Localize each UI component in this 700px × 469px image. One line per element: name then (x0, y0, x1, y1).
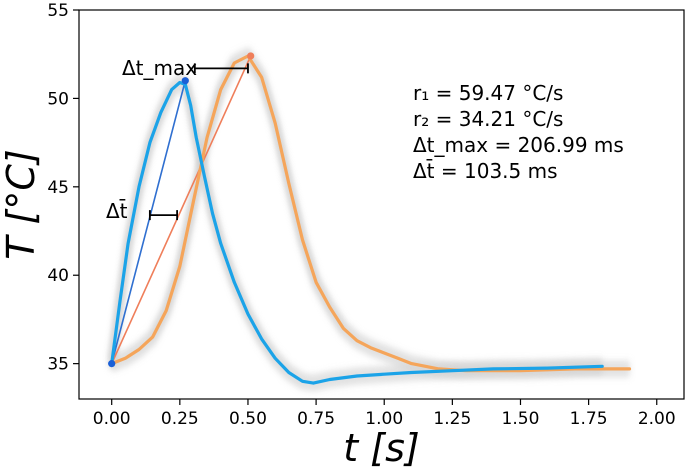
x-tick-label: 0.50 (229, 409, 267, 429)
dt-bar-value-annotation: Δt̄ = 103.5 ms (413, 158, 558, 183)
x-tick-label: 1.75 (570, 409, 608, 429)
series-lines (110, 54, 632, 385)
x-tick-label: 1.00 (365, 409, 403, 429)
axes (78, 9, 685, 400)
r2-annotation: r₂ = 34.21 °C/s (413, 107, 563, 131)
blue-start (108, 360, 116, 368)
x-tick-label: 2.00 (638, 409, 676, 429)
x-tick-label: 1.25 (433, 409, 471, 429)
band-blue-4 (108, 85, 603, 393)
y-tick-label: 55 (47, 1, 69, 21)
x-tick-label: 1.50 (502, 409, 540, 429)
r1-annotation: r₁ = 59.47 °C/s (413, 81, 563, 105)
dt-max-value-annotation: Δt_max = 206.99 ms (413, 133, 624, 157)
dt-max-label: Δt_max (122, 56, 197, 80)
y-tick-label: 40 (47, 266, 69, 286)
blue-slope-line (110, 80, 187, 364)
interval-brackets (148, 63, 249, 221)
blue-peak (181, 77, 189, 85)
x-ticks: 0.00 0.25 0.50 0.75 1.00 1.25 1.50 1.75 2.00 (93, 399, 676, 429)
x-tick-label: 0.00 (93, 409, 131, 429)
plot-frame (78, 9, 685, 400)
series-blue (110, 80, 604, 385)
key-points (108, 52, 255, 368)
y-tick-label: 35 (47, 355, 69, 375)
dt-bar-label: Δt̄ (106, 198, 128, 223)
slope-lines (110, 55, 252, 364)
y-tick-label: 50 (47, 89, 69, 109)
orange-peak (247, 52, 255, 60)
y-ticks: 35 40 45 50 55 (47, 1, 79, 375)
x-axis-label: t [s] (343, 426, 419, 469)
series-orange (110, 54, 632, 373)
y-tick-label: 45 (47, 178, 69, 198)
orange-slope-line (110, 55, 252, 364)
x-tick-label: 0.75 (297, 409, 335, 429)
y-axis-label: T [°C] (0, 149, 43, 259)
x-tick-label: 0.25 (161, 409, 199, 429)
